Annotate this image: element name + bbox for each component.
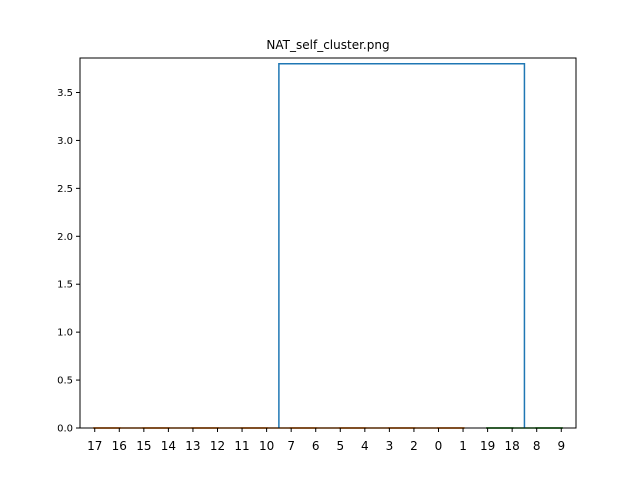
x-tick-label: 15: [136, 439, 151, 453]
x-tick-label: 14: [161, 439, 176, 453]
x-tick-label: 13: [185, 439, 200, 453]
x-tick-label: 10: [259, 439, 274, 453]
x-tick-label: 12: [210, 439, 225, 453]
y-axis: 0.0 0.5 1.0 1.5 2.0 2.5 3.0 3.5: [57, 88, 80, 435]
x-tick-label: 0: [435, 439, 443, 453]
y-tick-label: 1.5: [57, 280, 73, 291]
x-tick-label: 1: [459, 439, 467, 453]
x-tick-label: 4: [361, 439, 369, 453]
x-tick-label: 19: [480, 439, 495, 453]
axes-frame: [79, 57, 577, 429]
x-tick-label: 5: [336, 439, 344, 453]
x-tick-label: 7: [287, 439, 295, 453]
y-tick-label: 2.5: [57, 184, 73, 195]
x-tick-label: 17: [87, 439, 102, 453]
y-tick-label: 0.5: [57, 376, 73, 387]
y-tick-label: 1.0: [57, 328, 73, 339]
x-tick-label: 6: [312, 439, 320, 453]
x-tick-label: 11: [234, 439, 249, 453]
x-tick-label: 9: [557, 439, 565, 453]
y-tick-label: 2.0: [57, 232, 73, 243]
x-tick-label: 3: [386, 439, 394, 453]
y-tick-label: 3.0: [57, 136, 73, 147]
x-tick-label: 16: [112, 439, 127, 453]
x-tick-label: 2: [410, 439, 418, 453]
chart-title: NAT_self_cluster.png: [266, 38, 389, 52]
x-tick-label: 8: [533, 439, 541, 453]
y-tick-label: 3.5: [57, 88, 73, 99]
x-axis: 17 16 15 14 13 12 11 10 7 6 5 4 3 2 0 1 19 18 8 9: [87, 428, 565, 453]
y-tick-label: 0.0: [57, 424, 73, 435]
top-merge-link: [278, 63, 526, 428]
x-tick-label: 18: [505, 439, 520, 453]
